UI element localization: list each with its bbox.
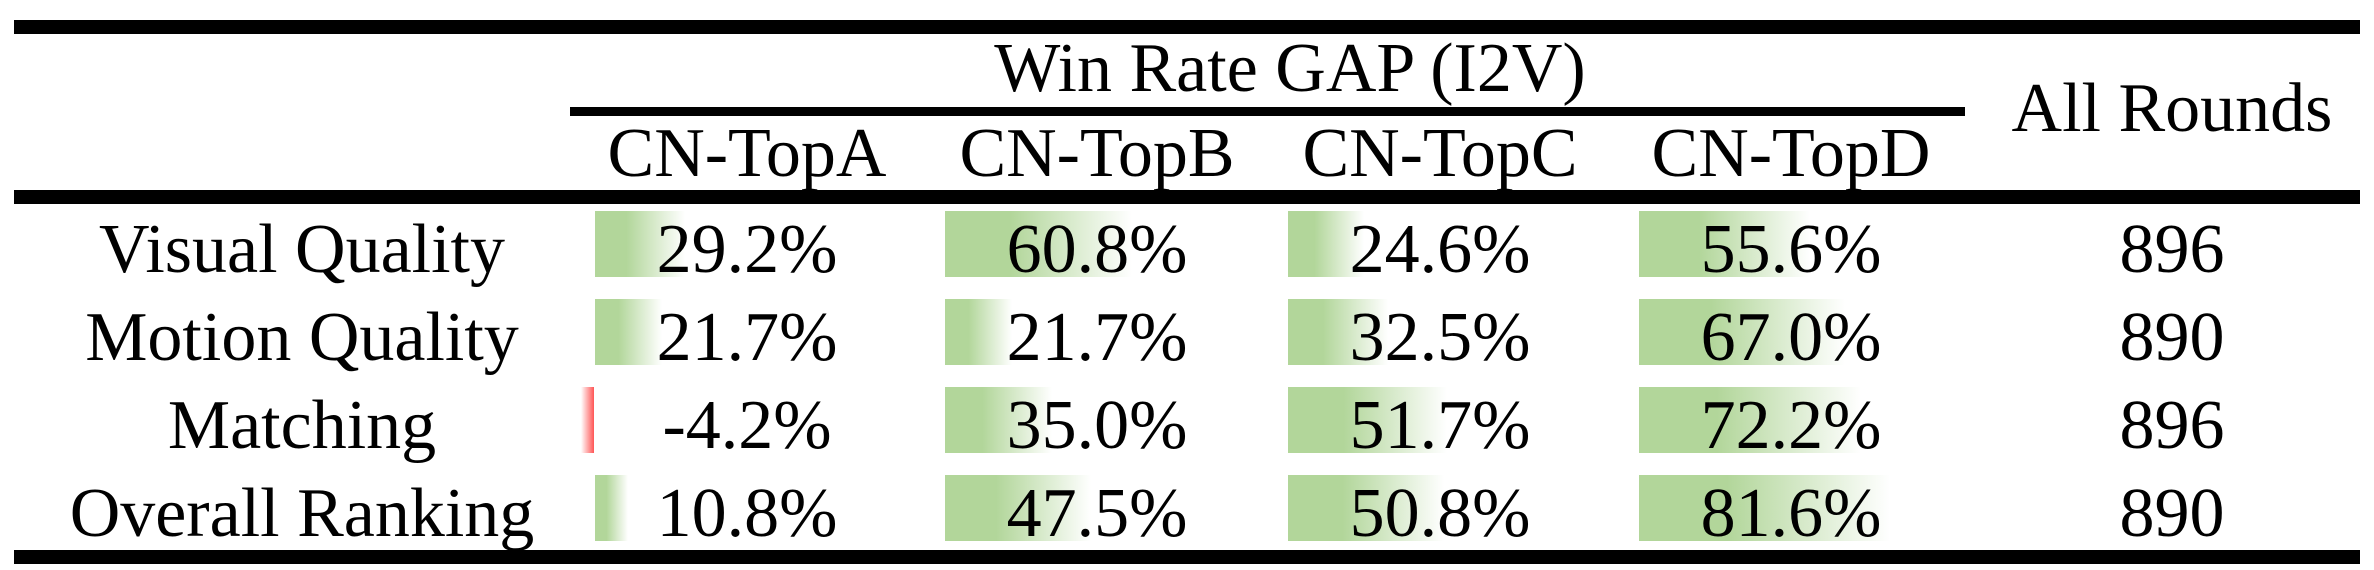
win-rate-gap-value: 51.7% — [1349, 387, 1531, 464]
row-label: Visual Quality — [98, 211, 506, 288]
win-rate-gap-value: 21.7% — [1006, 299, 1188, 376]
all-rounds-value: 890 — [2119, 475, 2225, 552]
positive-data-bar — [1288, 387, 1447, 453]
value-cell: 21.7% — [595, 294, 899, 382]
all-rounds-value: 890 — [2119, 299, 2225, 376]
positive-data-bar — [1639, 387, 1861, 453]
value-cell: 72.2% — [1639, 382, 1943, 470]
value-cell: 21.7% — [945, 294, 1249, 382]
top-rule — [14, 20, 2360, 34]
table-title: Win Rate GAP (I2V) — [994, 30, 1586, 107]
win-rate-gap-value: 67.0% — [1700, 299, 1882, 376]
value-cell: 35.0% — [945, 382, 1249, 470]
row-label: Matching — [167, 387, 437, 464]
value-cell: 51.7% — [1288, 382, 1592, 470]
positive-data-bar — [595, 211, 685, 277]
header-rule — [14, 190, 2360, 204]
positive-data-bar — [595, 475, 628, 541]
win-rate-gap-value: -4.2% — [662, 387, 832, 464]
value-cell: 47.5% — [945, 470, 1249, 558]
positive-data-bar — [945, 299, 1012, 365]
positive-data-bar — [1288, 475, 1444, 541]
column-header-cn-topa: CN-TopA — [607, 115, 887, 192]
value-cell: 60.8% — [945, 206, 1249, 294]
win-rate-gap-value: 47.5% — [1006, 475, 1188, 552]
win-rate-gap-value: 32.5% — [1349, 299, 1531, 376]
win-rate-gap-value: 81.6% — [1700, 475, 1882, 552]
win-rate-gap-value: 24.6% — [1349, 211, 1531, 288]
header-group-rule — [570, 107, 1965, 116]
win-rate-gap-value: 60.8% — [1006, 211, 1188, 288]
row-label: Motion Quality — [85, 299, 519, 376]
win-rate-gap-value: 55.6% — [1700, 211, 1882, 288]
all-rounds-header: All Rounds — [2011, 70, 2333, 147]
positive-data-bar — [945, 475, 1091, 541]
positive-data-bar — [1639, 475, 1890, 541]
bottom-rule — [14, 550, 2360, 564]
value-cell: 67.0% — [1639, 294, 1943, 382]
positive-data-bar — [595, 299, 662, 365]
win-rate-gap-value: 50.8% — [1349, 475, 1531, 552]
positive-data-bar — [1639, 299, 1845, 365]
column-header-cn-topc: CN-TopC — [1302, 115, 1578, 192]
value-cell: 32.5% — [1288, 294, 1592, 382]
value-cell: -4.2% — [581, 382, 899, 470]
value-cell: 55.6% — [1639, 206, 1943, 294]
positive-data-bar — [945, 387, 1052, 453]
positive-data-bar — [1288, 299, 1388, 365]
value-cell: 50.8% — [1288, 470, 1592, 558]
negative-data-bar — [581, 387, 594, 453]
row-label: Overall Ranking — [69, 475, 535, 552]
value-cell: 24.6% — [1288, 206, 1592, 294]
positive-data-bar — [1288, 211, 1364, 277]
value-cell: 10.8% — [595, 470, 899, 558]
column-header-cn-topb: CN-TopB — [959, 115, 1235, 192]
value-cell: 29.2% — [595, 206, 899, 294]
win-rate-gap-value: 21.7% — [656, 299, 838, 376]
column-header-cn-topd: CN-TopD — [1651, 115, 1931, 192]
win-rate-gap-value: 72.2% — [1700, 387, 1882, 464]
win-rate-gap-value: 35.0% — [1006, 387, 1188, 464]
win-rate-gap-value: 10.8% — [656, 475, 838, 552]
all-rounds-value: 896 — [2119, 387, 2225, 464]
positive-data-bar — [945, 211, 1132, 277]
win-rate-gap-value: 29.2% — [656, 211, 838, 288]
all-rounds-value: 896 — [2119, 211, 2225, 288]
positive-data-bar — [1639, 211, 1810, 277]
value-cell: 81.6% — [1639, 470, 1943, 558]
